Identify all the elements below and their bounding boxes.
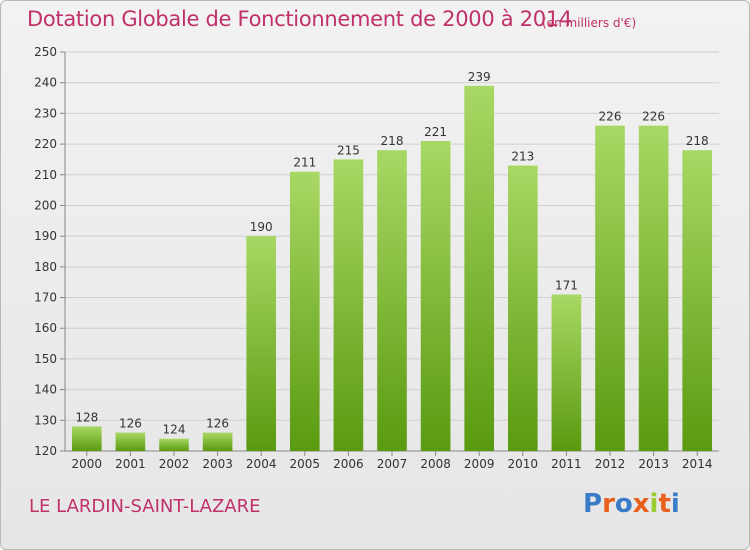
proxiti-logo: Proxiti xyxy=(583,489,680,519)
bar-2004 xyxy=(246,236,277,451)
x-tick-label: 2003 xyxy=(202,457,233,471)
y-tick-label: 210 xyxy=(34,168,57,182)
data-label: 218 xyxy=(686,134,709,148)
bar-2002 xyxy=(159,438,189,451)
bar-2012 xyxy=(595,125,625,452)
y-tick-label: 150 xyxy=(34,352,57,366)
bar-2010 xyxy=(507,165,538,452)
bar-2003 xyxy=(202,432,233,451)
bars xyxy=(71,85,713,452)
data-label: 218 xyxy=(381,134,404,148)
data-label: 190 xyxy=(250,220,273,234)
y-tick-label: 240 xyxy=(34,76,57,90)
bar-2011 xyxy=(551,294,582,451)
data-label: 124 xyxy=(163,423,186,437)
bar-2000 xyxy=(71,426,102,451)
bar-2007 xyxy=(377,150,407,451)
chart-unit: (en milliers d'€) xyxy=(542,16,637,30)
x-tick-label: 2007 xyxy=(377,457,408,471)
commune-name: LE LARDIN-SAINT-LAZARE xyxy=(29,496,261,517)
bar-2001 xyxy=(115,432,146,451)
data-label: 226 xyxy=(642,110,665,124)
x-tick-label: 2009 xyxy=(464,457,495,471)
bar-2014 xyxy=(682,150,713,451)
y-tick-label: 120 xyxy=(34,444,57,458)
data-label: 211 xyxy=(293,156,316,170)
y-tick-label: 140 xyxy=(34,383,57,397)
bar-2009 xyxy=(464,85,495,451)
logo-letter: t xyxy=(658,489,671,519)
bar-2013 xyxy=(638,125,669,452)
logo-letter: i xyxy=(649,489,659,519)
x-tick-label: 2000 xyxy=(72,457,103,471)
x-tick-label: 2005 xyxy=(290,457,321,471)
y-tick-label: 160 xyxy=(34,321,57,335)
y-tick-label: 220 xyxy=(34,137,57,151)
data-label: 213 xyxy=(511,150,534,164)
data-label: 215 xyxy=(337,143,360,157)
bar-2005 xyxy=(289,171,320,451)
x-tick-label: 2001 xyxy=(115,457,146,471)
x-tick-label: 2010 xyxy=(508,457,539,471)
y-tick-label: 190 xyxy=(34,229,57,243)
logo-letter: i xyxy=(670,489,680,519)
data-label: 126 xyxy=(206,417,229,431)
data-label: 226 xyxy=(599,110,622,124)
logo-letter: x xyxy=(632,489,650,519)
y-tick-label: 230 xyxy=(34,106,57,120)
y-tick-label: 200 xyxy=(34,198,57,212)
x-tick-label: 2004 xyxy=(246,457,277,471)
data-label: 221 xyxy=(424,125,447,139)
bar-2006 xyxy=(333,159,364,451)
y-tick-label: 180 xyxy=(34,260,57,274)
y-tick-label: 130 xyxy=(34,413,57,427)
data-label: 126 xyxy=(119,417,142,431)
bar-2008 xyxy=(420,141,451,451)
data-label: 128 xyxy=(75,410,98,424)
x-tick-label: 2013 xyxy=(638,457,669,471)
x-tick-label: 2002 xyxy=(159,457,190,471)
x-tick-label: 2006 xyxy=(333,457,364,471)
data-label: 171 xyxy=(555,278,578,292)
y-tick-label: 250 xyxy=(34,45,57,59)
y-tick-label: 170 xyxy=(34,291,57,305)
chart-title: Dotation Globale de Fonctionnement de 20… xyxy=(27,7,572,31)
x-tick-label: 2008 xyxy=(420,457,451,471)
logo-letter: o xyxy=(614,489,633,519)
x-tick-label: 2014 xyxy=(682,457,713,471)
x-tick-label: 2012 xyxy=(595,457,626,471)
logo-letter: r xyxy=(602,489,615,519)
data-label: 239 xyxy=(468,70,491,84)
logo-letter: P xyxy=(583,489,603,519)
labels: 120 130 140 150 160 170 180 190 200 210 220 230 240 2… xyxy=(34,45,712,471)
x-tick-label: 2011 xyxy=(551,457,582,471)
